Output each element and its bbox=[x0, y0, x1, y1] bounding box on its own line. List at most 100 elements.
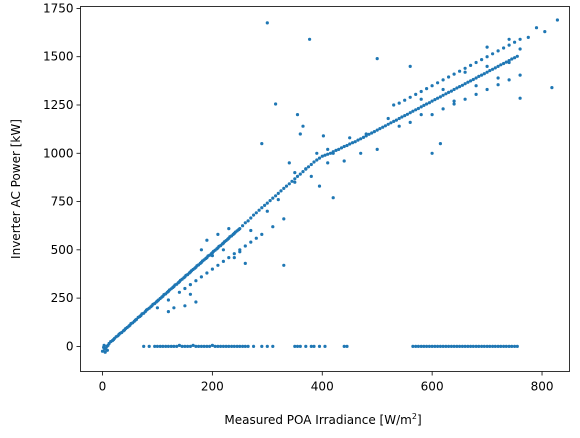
data-point bbox=[419, 344, 423, 348]
data-point bbox=[298, 172, 302, 176]
data-point bbox=[241, 224, 245, 228]
data-point bbox=[491, 67, 495, 71]
data-point bbox=[496, 76, 500, 80]
data-point bbox=[224, 344, 228, 348]
data-point bbox=[194, 279, 198, 283]
data-point bbox=[433, 98, 437, 102]
data-point bbox=[238, 344, 242, 348]
data-point bbox=[241, 344, 245, 348]
data-point bbox=[317, 344, 322, 348]
data-point bbox=[513, 56, 517, 60]
data-point bbox=[295, 174, 300, 178]
data-point bbox=[317, 184, 322, 188]
data-point bbox=[342, 159, 346, 163]
x-tick-label: 400 bbox=[311, 380, 334, 394]
data-point bbox=[488, 69, 492, 73]
data-point bbox=[304, 344, 308, 348]
data-point bbox=[485, 45, 489, 49]
data-point bbox=[308, 37, 312, 41]
data-point bbox=[518, 73, 522, 77]
data-point bbox=[312, 344, 316, 348]
data-point bbox=[480, 58, 484, 62]
data-point bbox=[455, 86, 459, 90]
data-point bbox=[458, 69, 462, 73]
data-point bbox=[436, 96, 440, 100]
data-point bbox=[232, 344, 236, 348]
data-point bbox=[183, 344, 187, 348]
data-point bbox=[436, 344, 440, 348]
data-point bbox=[438, 95, 442, 99]
data-point bbox=[227, 227, 231, 231]
data-point bbox=[199, 344, 203, 348]
data-point bbox=[169, 344, 173, 348]
x-tick-label: 200 bbox=[201, 380, 224, 394]
data-point bbox=[507, 37, 511, 41]
data-point bbox=[513, 40, 517, 44]
data-point bbox=[227, 256, 231, 260]
data-point bbox=[306, 165, 311, 169]
data-point bbox=[463, 82, 467, 86]
data-point bbox=[463, 70, 467, 74]
data-point bbox=[449, 89, 453, 93]
y-tick-label: 1750 bbox=[43, 1, 74, 15]
data-point bbox=[348, 136, 352, 140]
data-point bbox=[271, 225, 275, 229]
data-point bbox=[191, 343, 195, 347]
data-point bbox=[298, 132, 302, 136]
data-point bbox=[205, 238, 209, 242]
data-point bbox=[526, 35, 530, 40]
data-point bbox=[339, 146, 344, 150]
data-point bbox=[353, 140, 357, 144]
data-point bbox=[282, 263, 286, 267]
data-point bbox=[147, 344, 151, 348]
data-point bbox=[496, 83, 500, 87]
data-point bbox=[471, 344, 475, 348]
data-point bbox=[471, 77, 475, 82]
data-point bbox=[249, 228, 253, 233]
data-point bbox=[274, 102, 278, 106]
data-point bbox=[493, 66, 497, 70]
data-point bbox=[265, 21, 269, 25]
data-point bbox=[205, 344, 209, 348]
data-point bbox=[345, 344, 349, 348]
plot-frame bbox=[80, 6, 570, 372]
data-point bbox=[455, 344, 459, 348]
x-tick-label: 0 bbox=[99, 380, 107, 394]
data-point bbox=[485, 87, 489, 92]
data-point bbox=[416, 106, 420, 111]
data-point bbox=[315, 151, 319, 155]
data-point bbox=[480, 344, 484, 348]
data-point bbox=[309, 162, 313, 167]
data-point bbox=[202, 344, 206, 348]
data-point bbox=[317, 156, 322, 160]
data-point bbox=[414, 108, 418, 112]
data-point bbox=[411, 109, 415, 113]
data-point bbox=[441, 87, 445, 92]
data-point bbox=[427, 344, 431, 348]
data-point bbox=[249, 216, 253, 220]
data-point bbox=[323, 153, 327, 157]
data-point bbox=[210, 254, 214, 258]
data-point bbox=[482, 72, 486, 76]
data-point bbox=[469, 79, 473, 83]
data-point bbox=[293, 177, 297, 181]
data-point bbox=[419, 105, 423, 109]
data-point bbox=[469, 344, 473, 348]
data-point bbox=[265, 344, 269, 348]
data-point bbox=[232, 256, 236, 260]
data-point bbox=[452, 344, 456, 348]
data-point bbox=[315, 158, 319, 162]
data-point bbox=[419, 97, 423, 101]
data-point bbox=[271, 196, 275, 200]
data-point bbox=[243, 344, 247, 348]
data-point bbox=[507, 78, 511, 82]
data-point bbox=[172, 344, 176, 348]
data-point bbox=[499, 344, 503, 348]
data-point bbox=[265, 209, 269, 213]
data-point bbox=[460, 83, 464, 87]
data-point bbox=[425, 344, 429, 348]
data-point bbox=[403, 114, 407, 118]
data-point bbox=[430, 99, 434, 103]
data-point bbox=[361, 135, 366, 139]
